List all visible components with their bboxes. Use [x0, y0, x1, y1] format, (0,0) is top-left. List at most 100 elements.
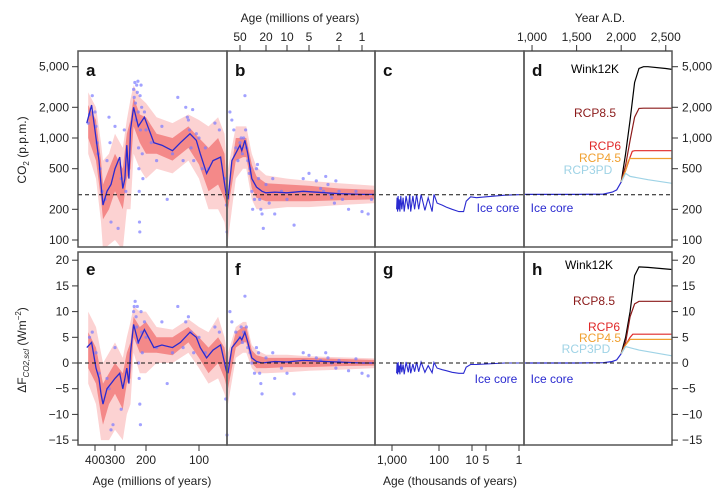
y-tick-label-right: 20 — [682, 253, 696, 267]
data-point-a — [136, 79, 140, 83]
data-point-e — [197, 335, 201, 339]
data-point-a — [165, 197, 169, 202]
top-plot-area — [86, 66, 672, 247]
data-point-e — [184, 320, 188, 324]
x-tick-label-top: 2 — [336, 30, 343, 44]
x-tick-label-bottom: 200 — [136, 453, 156, 467]
data-point-b — [250, 189, 254, 193]
data-point-a — [137, 189, 141, 193]
series-line-rcp6-d — [620, 150, 672, 183]
data-point-a — [191, 107, 195, 112]
data-point-e — [109, 428, 113, 432]
data-point-a — [186, 118, 190, 122]
data-point-f — [258, 371, 262, 375]
data-point-b — [240, 152, 244, 156]
data-point-b — [255, 162, 260, 167]
panel-letter: b — [235, 61, 245, 80]
uncertainty-band-95-b — [228, 126, 375, 240]
data-point-f — [301, 351, 305, 355]
series-line-ice-core-d — [524, 174, 626, 195]
data-point-f — [324, 351, 328, 355]
data-point-e — [160, 320, 164, 324]
x-tick-label-top: 1,500 — [562, 30, 592, 44]
series-label-rcp4-5: RCP4.5 — [579, 331, 621, 345]
data-point-f — [354, 357, 358, 361]
data-point-f — [250, 361, 254, 365]
ice-core-label: Ice core — [475, 372, 518, 386]
y-tick-label-right: 10 — [682, 305, 696, 319]
top-left-axis-title: Age (millions of years) — [241, 11, 360, 25]
data-point-b — [247, 171, 251, 175]
data-point-f — [264, 356, 268, 360]
y-tick-label-left: 1,000 — [39, 131, 69, 145]
data-point-f — [271, 351, 275, 355]
data-point-b — [258, 197, 262, 202]
data-point-b — [260, 212, 264, 216]
panel-frame-g — [374, 251, 525, 446]
data-point-e — [119, 407, 123, 411]
x-tick-label-bottom: 300 — [105, 453, 125, 467]
data-point-a — [139, 83, 143, 87]
data-point-b — [369, 197, 374, 202]
y-tick-label-left: 200 — [49, 202, 69, 216]
y-tick-label-left: 500 — [49, 162, 69, 176]
ice-core-line-g — [396, 360, 519, 375]
data-point-e — [165, 381, 169, 386]
data-point-e — [111, 423, 115, 427]
uncertainty-band-68-a — [88, 97, 227, 220]
data-point-e — [113, 345, 117, 350]
data-point-b — [230, 118, 234, 122]
series-label-wink12k: Wink12K — [565, 258, 613, 272]
data-point-a — [155, 159, 159, 163]
data-point-e — [142, 320, 147, 324]
y-tick-label-right: 500 — [682, 162, 702, 176]
data-point-a — [135, 90, 139, 94]
data-point-e — [140, 351, 144, 355]
panel-letter: a — [86, 61, 96, 80]
y-tick-label-right: −10 — [682, 407, 703, 421]
data-point-e — [137, 376, 141, 381]
median-line-b — [227, 140, 375, 200]
data-point-a — [144, 128, 148, 132]
data-point-a — [138, 230, 142, 234]
data-point-a — [107, 115, 111, 119]
data-point-b — [242, 136, 246, 140]
data-point-a — [90, 94, 94, 98]
y-tick-label-left: −5 — [55, 382, 69, 396]
y-tick-label-right: 5,000 — [682, 60, 712, 74]
y-tick-label-left: 100 — [49, 233, 69, 247]
data-point-f — [244, 325, 248, 329]
x-tick-label-bottom: 100 — [189, 453, 209, 467]
x-tick-label-bottom: 100 — [429, 453, 449, 467]
x-tick-label-bottom: 1,000 — [377, 453, 407, 467]
data-point-b — [301, 176, 305, 181]
series-label-rcp3pd: RCP3PD — [562, 342, 611, 356]
data-point-f — [260, 392, 264, 396]
data-point-e — [135, 304, 139, 309]
x-tick-label-top: 2,500 — [651, 30, 681, 44]
series-line-rcp6-h — [620, 333, 672, 354]
y-tick-label-left: 5 — [62, 330, 69, 344]
data-point-b — [337, 189, 341, 193]
data-point-a — [133, 101, 138, 105]
data-point-f — [314, 356, 318, 360]
panel-frame-c — [374, 50, 525, 248]
series-label-rcp8-5: RCP8.5 — [574, 106, 616, 120]
data-point-e — [132, 310, 136, 314]
bottom-mid-axis-title: Age (thousands of years) — [383, 474, 517, 488]
data-point-f — [228, 310, 232, 314]
data-point-a — [189, 146, 193, 150]
y-tick-label-left: 10 — [56, 305, 70, 319]
data-point-f — [252, 371, 257, 375]
data-point-e — [181, 345, 185, 350]
data-point-b — [239, 136, 243, 140]
data-point-b — [251, 207, 255, 211]
data-point-a — [140, 152, 144, 156]
panel-letter: g — [383, 260, 393, 279]
data-point-f — [285, 371, 289, 375]
data-point-b — [236, 159, 240, 163]
series-line-rcp3pd-d — [620, 172, 672, 184]
data-point-f — [273, 376, 277, 381]
panel-letter: e — [86, 260, 95, 279]
